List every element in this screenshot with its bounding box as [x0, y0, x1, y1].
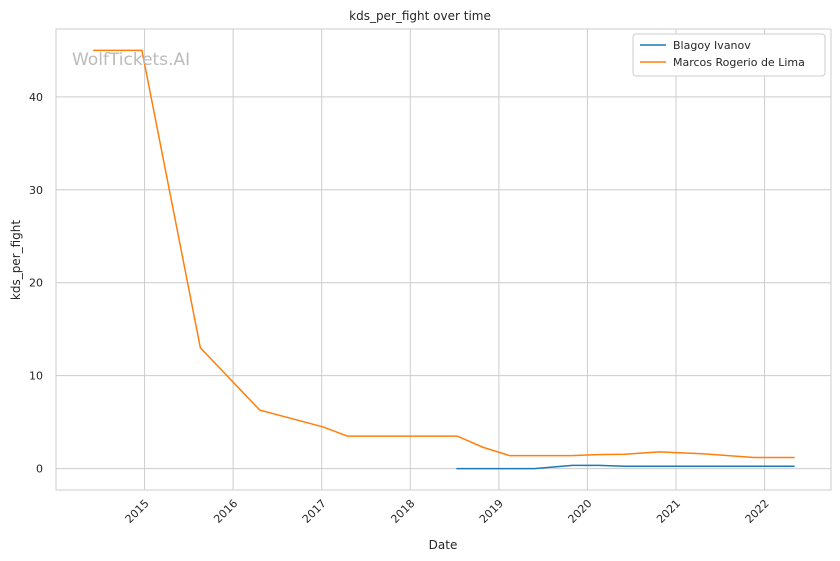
watermark: WolfTickets.AI: [72, 50, 190, 70]
y-axis-label: kds_per_fight: [9, 220, 23, 301]
ticks: 2015 2016 2017 2018 2019 2020 2021 2022 0 10 20 30 4…: [29, 91, 772, 526]
x-tick-label: 2018: [388, 497, 417, 526]
series-lines: [93, 49, 795, 470]
x-tick-label: 2020: [566, 497, 595, 526]
series-line-0: [456, 464, 795, 470]
legend-label: Marcos Rogerio de Lima: [673, 56, 805, 69]
y-tick-label: 40: [29, 91, 43, 104]
y-tick-label: 10: [29, 370, 43, 383]
plot-frame: [55, 28, 832, 491]
x-axis-label: Date: [429, 538, 458, 552]
y-tick-label: 30: [29, 184, 43, 197]
chart-title: kds_per_fight over time: [349, 9, 491, 23]
x-tick-label: 2016: [211, 497, 240, 526]
grid: [56, 29, 831, 490]
x-tick-label: 2015: [123, 497, 152, 526]
legend: Blagoy Ivanov Marcos Rogerio de Lima: [632, 33, 826, 77]
x-tick-label: 2017: [300, 497, 329, 526]
x-tick-label: 2019: [477, 497, 506, 526]
y-tick-label: 0: [36, 463, 43, 476]
series-line-1: [93, 49, 795, 459]
x-tick-label: 2021: [654, 497, 683, 526]
y-tick-label: 20: [29, 277, 43, 290]
x-tick-label: 2022: [743, 497, 772, 526]
legend-label: Blagoy Ivanov: [673, 39, 751, 52]
